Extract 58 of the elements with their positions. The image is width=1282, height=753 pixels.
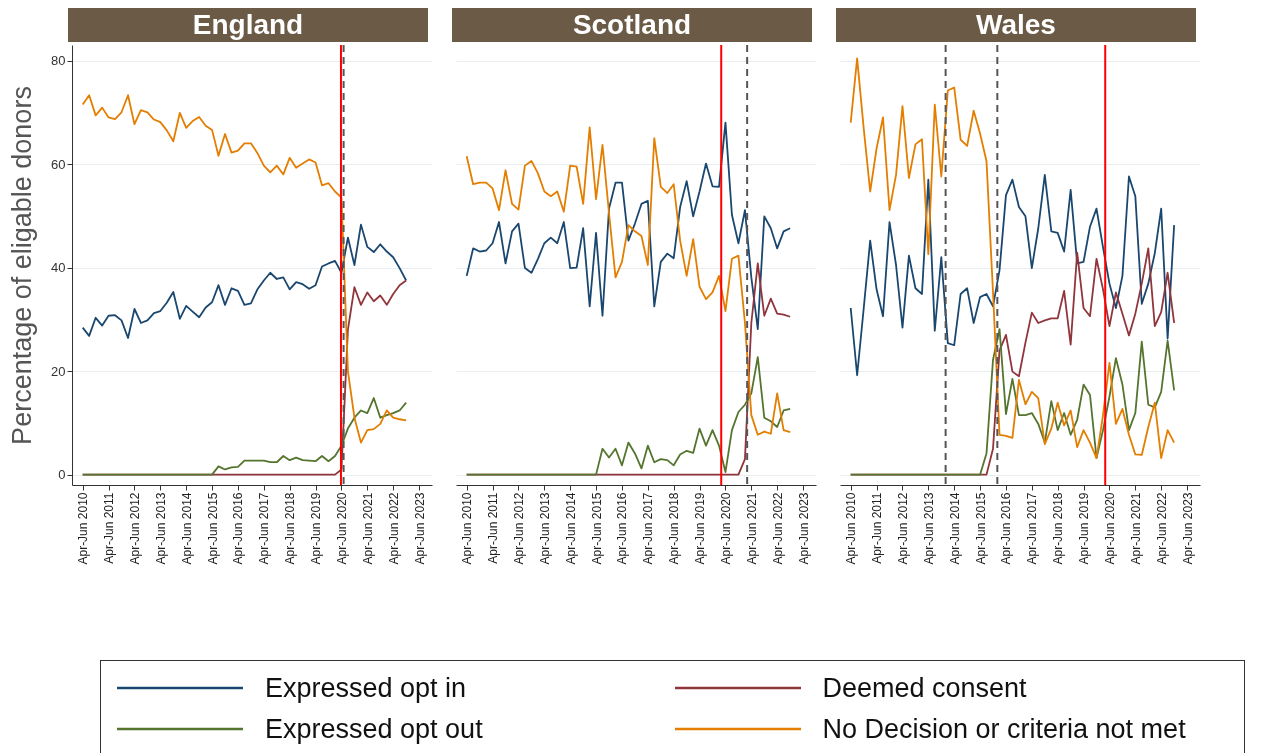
x-tick-label: Apr-Jun 2016 [231,492,246,565]
x-tick-label: Apr-Jun 2023 [412,492,427,565]
x-tick-label: Apr-Jun 2010 [844,492,859,565]
x-tick-label: Apr-Jun 2016 [615,492,630,565]
line-series [81,397,408,476]
x-tick-label: Apr-Jun 2014 [179,492,194,565]
chart-title: Scotland [452,8,812,42]
x-tick-label: Apr-Jun 2019 [309,492,324,565]
legend-label: Deemed consent [822,672,1027,704]
y-tick-label: 40 [51,260,66,276]
x-tick-label: Apr-Jun 2022 [1154,492,1169,565]
x-tick-label: Apr-Jun 2019 [1077,492,1092,565]
legend-label: Expressed opt in [265,672,467,704]
line-series [81,223,408,339]
x-tick-label: Apr-Jun 2022 [770,492,785,565]
x-tick-label: Apr-Jun 2020 [334,492,349,565]
x-tick-label: Apr-Jun 2023 [796,492,811,565]
y-tick-label: 60 [51,156,66,172]
x-tick-label: Apr-Jun 2022 [386,492,401,565]
legend-label: Expressed opt out [265,713,483,745]
x-tick-label: Apr-Jun 2021 [360,492,375,565]
x-tick-label: Apr-Jun 2023 [1180,492,1195,565]
x-tick-label: Apr-Jun 2013 [921,492,936,565]
x-tick-label: Apr-Jun 2018 [667,492,682,565]
x-tick-label: Apr-Jun 2019 [693,492,708,565]
x-tick-label: Apr-Jun 2012 [511,492,526,565]
x-tick-label: Apr-Jun 2021 [1128,492,1143,565]
chart-title: England [68,8,428,42]
line-series [81,94,408,444]
x-tick-label: Apr-Jun 2015 [205,492,220,565]
x-tick-label: Apr-Jun 2012 [895,492,910,565]
x-tick-label: Apr-Jun 2012 [127,492,142,565]
x-tick-label: Apr-Jun 2011 [870,492,885,564]
y-axis-title: Percentage of eligable donors [7,86,38,445]
x-tick-label: Apr-Jun 2011 [102,492,117,564]
x-tick-label: Apr-Jun 2011 [486,492,501,564]
x-tick-label: Apr-Jun 2013 [537,492,552,565]
x-tick-label: Apr-Jun 2017 [1025,492,1040,565]
x-tick-label: Apr-Jun 2010 [460,492,475,565]
x-tick-label: Apr-Jun 2020 [1102,492,1117,565]
y-tick-label: 20 [51,363,66,379]
x-tick-label: Apr-Jun 2015 [973,492,988,565]
x-tick-label: Apr-Jun 2014 [947,492,962,565]
x-tick-label: Apr-Jun 2014 [563,492,578,565]
x-tick-label: Apr-Jun 2018 [1051,492,1066,565]
legend-label: No Decision or criteria not met [822,713,1186,745]
chart-title: Wales [836,8,1196,42]
x-tick-label: Apr-Jun 2013 [153,492,168,565]
x-tick-label: Apr-Jun 2016 [999,492,1014,565]
x-tick-label: Apr-Jun 2015 [589,492,604,565]
y-tick-label: 80 [51,53,66,69]
x-tick-label: Apr-Jun 2010 [76,492,91,565]
x-tick-label: Apr-Jun 2020 [718,492,733,565]
x-tick-label: Apr-Jun 2017 [257,492,272,565]
x-tick-label: Apr-Jun 2017 [641,492,656,565]
x-tick-label: Apr-Jun 2021 [744,492,759,565]
x-tick-label: Apr-Jun 2018 [283,492,298,565]
y-tick-label: 0 [58,467,66,483]
